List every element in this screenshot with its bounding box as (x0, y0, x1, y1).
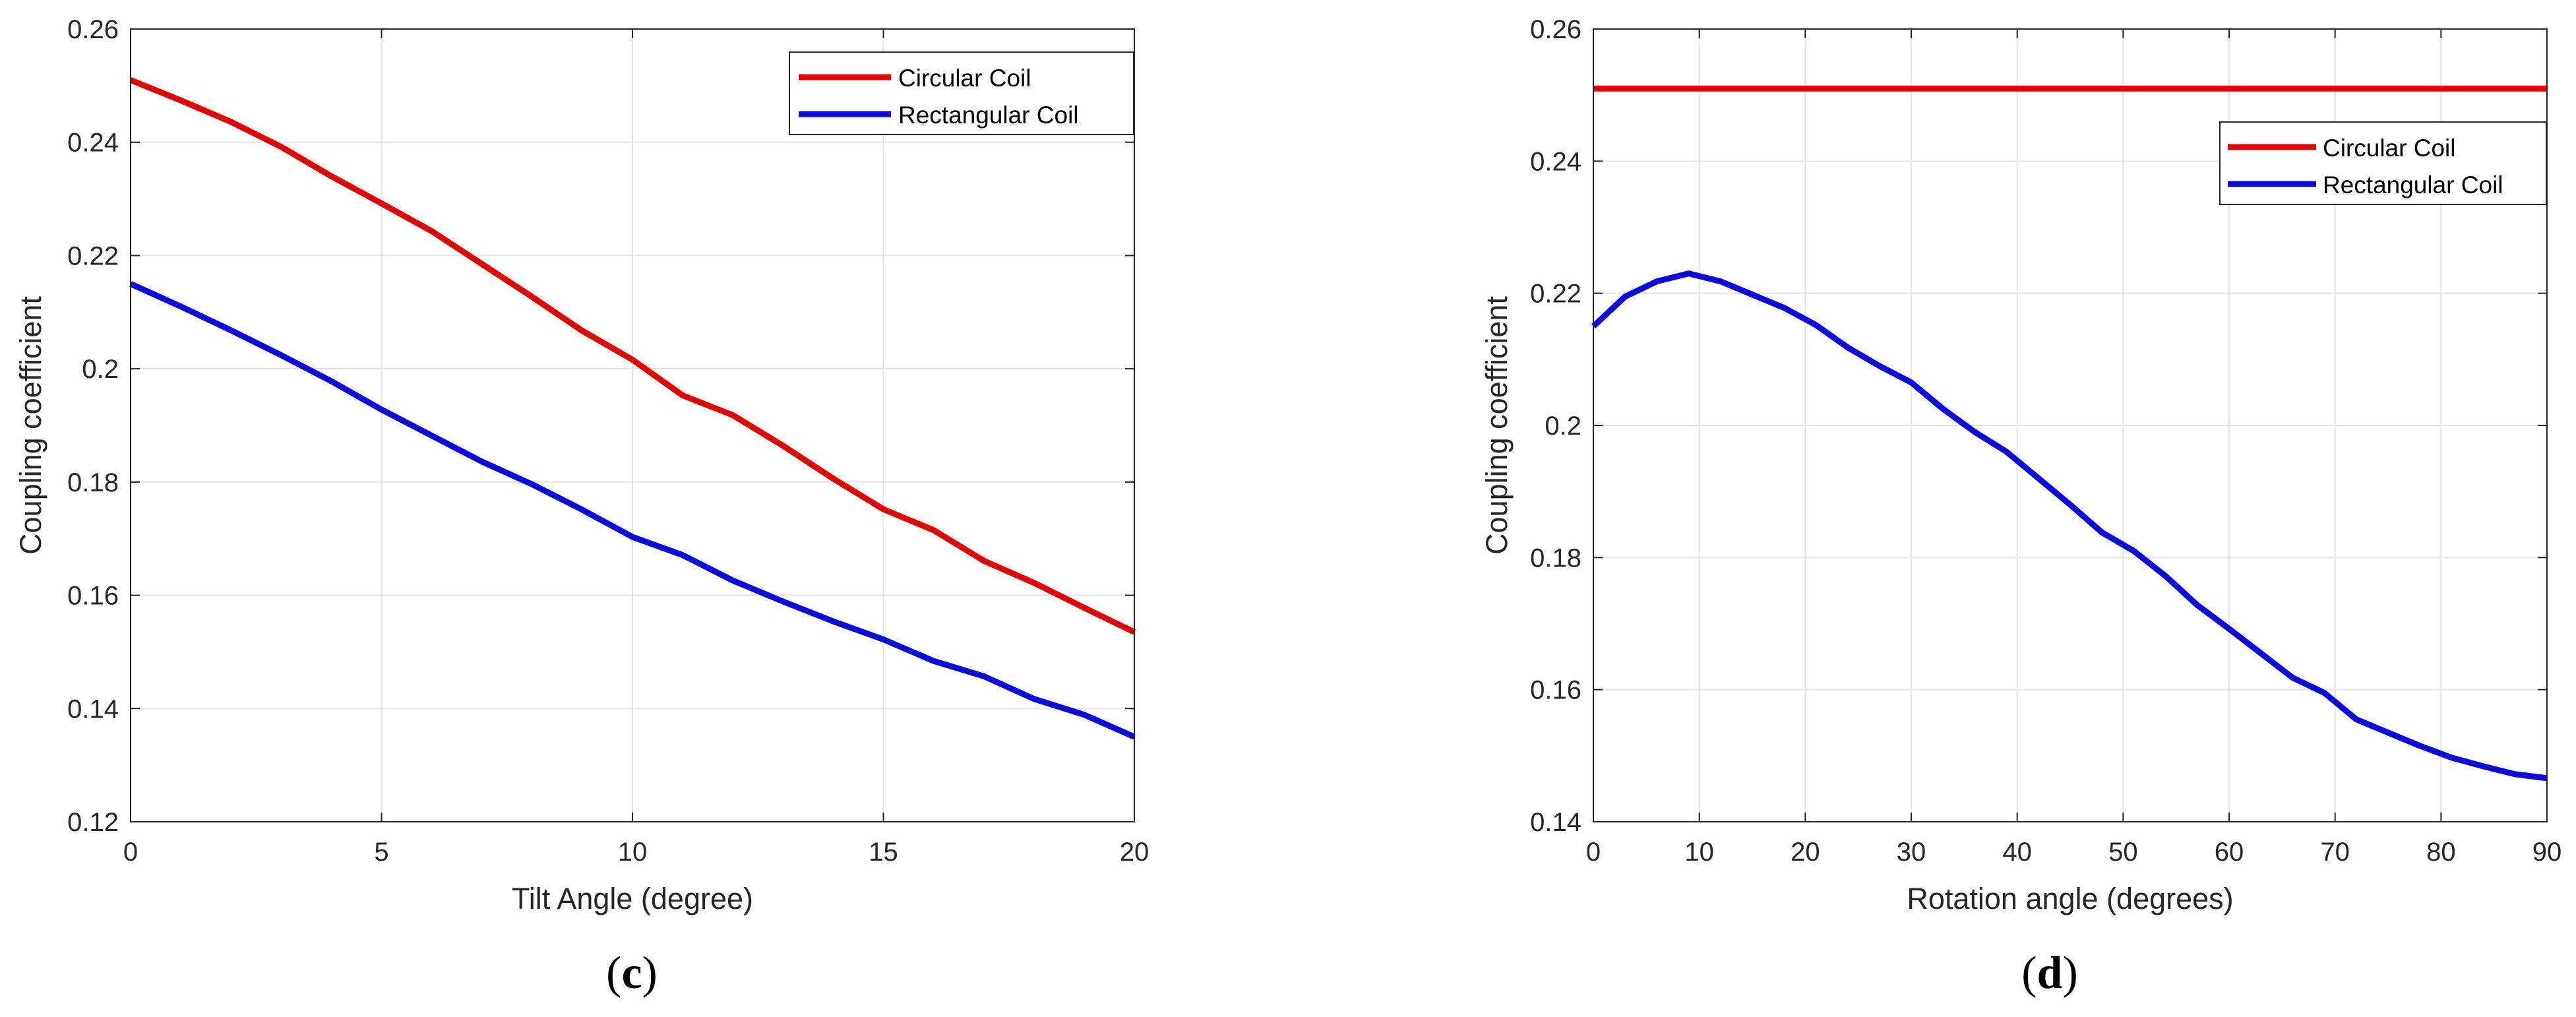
d-xtick-label: 90 (2532, 838, 2562, 867)
d-legend-label-rectangular: Rectangular Coil (2323, 171, 2503, 199)
c-axes-box (130, 28, 1135, 822)
d-ytick-label: 0.14 (1530, 808, 1581, 837)
d-ytick-label: 0.22 (1530, 280, 1581, 309)
c-ytick-label: 0.26 (67, 15, 119, 44)
d-ylabel: Coupling coefficient (1480, 296, 1514, 555)
d-xtick-label: 80 (2426, 838, 2456, 867)
chart-c: 0 5 10 15 200.120.140.160.180.20.220.240.26 … (14, 15, 1149, 999)
c-series-rectangular-coil (129, 281, 1136, 740)
c-xtick-label: 0 (123, 838, 138, 867)
c-grid (130, 28, 1135, 822)
d-xtick-label: 60 (2215, 838, 2244, 867)
d-xtick-label: 20 (1791, 838, 1820, 867)
panel-label-d: (d) (2021, 948, 2078, 999)
c-ytick-label: 0.16 (67, 582, 119, 611)
c-xtick-label: 20 (1120, 838, 1150, 867)
c-ylabel: Coupling coefficient (14, 296, 47, 555)
c-ytick-label: 0.2 (82, 355, 119, 384)
c-xlabel: Tilt Angle (degree) (512, 882, 753, 915)
c-ytick-label: 0.14 (67, 694, 119, 724)
d-legend: Circular Coil Rectangular Coil (2219, 121, 2547, 205)
c-ytick-label: 0.24 (67, 129, 119, 158)
d-ytick-label: 0.16 (1530, 676, 1581, 705)
c-xtick-label: 5 (374, 838, 388, 867)
c-xtick-label: 10 (618, 838, 648, 867)
d-xtick-label: 0 (1586, 838, 1601, 867)
c-legend: Circular Coil Rectangular Coil (789, 51, 1134, 135)
d-xtick-label: 40 (2002, 838, 2032, 867)
c-legend-label-circular: Circular Coil (898, 65, 1031, 92)
d-ticks: 0 10 20 30 40 50 60 70 80 90 0.14 0.16 0.18 0.2 0.22 0.… (1530, 15, 2561, 867)
c-ytick-label: 0.18 (67, 468, 119, 497)
c-legend-box (789, 51, 1134, 135)
c-xtick-label: 15 (869, 838, 898, 867)
d-ytick-label: 0.18 (1530, 543, 1581, 572)
c-legend-label-rectangular: Rectangular Coil (898, 102, 1079, 129)
d-axes-box (1593, 28, 2548, 822)
d-ytick-label: 0.2 (1545, 412, 1581, 441)
d-legend-label-circular: Circular Coil (2323, 135, 2455, 162)
c-lines (129, 77, 1136, 740)
d-ytick-label: 0.24 (1530, 147, 1581, 176)
d-legend-box (2219, 121, 2547, 205)
chart-d: 0 10 20 30 40 50 60 70 80 90 0.14 0.16 0.18 0.2 0.22 0.… (1480, 15, 2561, 999)
c-ytick-label: 0.12 (67, 808, 119, 837)
d-xtick-label: 30 (1897, 838, 1926, 867)
d-ytick-label: 0.26 (1530, 15, 1581, 44)
d-xtick-label: 10 (1684, 838, 1714, 867)
d-xlabel: Rotation angle (degrees) (1907, 882, 2233, 915)
c-ytick-label: 0.22 (67, 241, 119, 270)
d-lines (1591, 85, 2548, 782)
d-xtick-label: 50 (2108, 838, 2138, 867)
d-series-rectangular-coil (1591, 270, 2548, 782)
c-ticks: 0 5 10 15 20 0.12 0.14 0.16 0.18 0.2 0.22 0.24 0.26 (67, 15, 1149, 867)
panel-label-c: (c) (606, 948, 658, 999)
c-series-circular-coil (129, 77, 1136, 635)
d-xtick-label: 70 (2320, 838, 2350, 867)
